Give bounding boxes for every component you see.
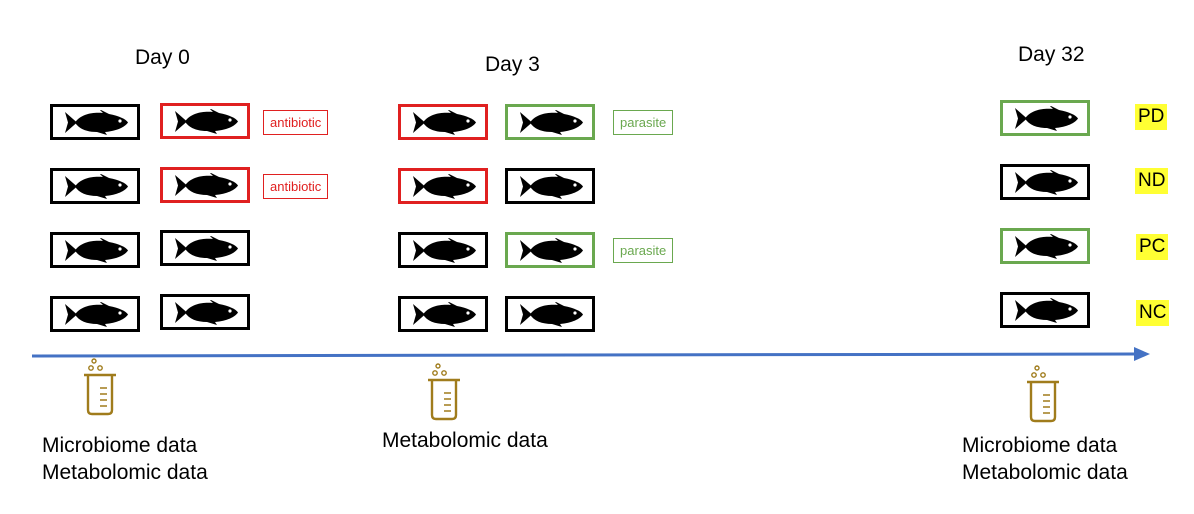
group-label-pd: PD <box>1135 104 1168 130</box>
day-32-label: Day 32 <box>1018 43 1085 66</box>
tank-row3-day0-b <box>160 230 250 266</box>
parasite-tag: parasite <box>613 238 674 263</box>
day0-data-labels: Microbiome data Metabolomic data <box>42 432 208 486</box>
beaker-icon <box>1023 365 1063 425</box>
tank-row2-day0 <box>50 168 140 204</box>
tank-row2-antibiotic <box>160 167 250 203</box>
parasite-tag: parasite <box>613 110 674 135</box>
tank-row1-antibiotic <box>160 103 250 139</box>
tank-row2-day3-b <box>505 168 595 204</box>
tank-row4-day3-b <box>505 296 595 332</box>
metabolomic-data-label: Metabolomic data <box>962 461 1128 484</box>
tank-row2-day32 <box>1000 164 1090 200</box>
tank-row1-day32 <box>1000 100 1090 136</box>
metabolomic-data-label: Metabolomic data <box>42 461 208 484</box>
group-label-nc: NC <box>1136 300 1170 326</box>
tank-row3-day3-b <box>505 232 595 268</box>
day-0-label: Day 0 <box>135 46 190 69</box>
tank-row4-day0 <box>50 296 140 332</box>
day-3-label: Day 3 <box>485 53 540 76</box>
beaker-icon <box>424 363 464 423</box>
tank-row1-day0 <box>50 104 140 140</box>
tank-row3-day0 <box>50 232 140 268</box>
metabolomic-data-label: Metabolomic data <box>382 429 548 452</box>
group-label-nd: ND <box>1135 168 1169 194</box>
tank-row3-day3-a <box>398 232 488 268</box>
tank-row4-day32 <box>1000 292 1090 328</box>
group-label-pc: PC <box>1136 234 1169 260</box>
tank-row1-day3-a <box>398 104 488 140</box>
day3-data-labels: Metabolomic data <box>382 427 548 454</box>
tank-row2-day3-a <box>398 168 488 204</box>
antibiotic-tag: antibiotic <box>263 174 329 199</box>
tank-row1-day3-b <box>505 104 595 140</box>
tank-row4-day0-b <box>160 294 250 330</box>
beaker-icon <box>80 358 120 418</box>
microbiome-data-label: Microbiome data <box>962 434 1118 457</box>
microbiome-data-label: Microbiome data <box>42 434 198 457</box>
tank-row4-day3-a <box>398 296 488 332</box>
tank-row3-day32 <box>1000 228 1090 264</box>
day32-data-labels: Microbiome data Metabolomic data <box>962 432 1128 486</box>
antibiotic-tag: antibiotic <box>263 110 329 135</box>
